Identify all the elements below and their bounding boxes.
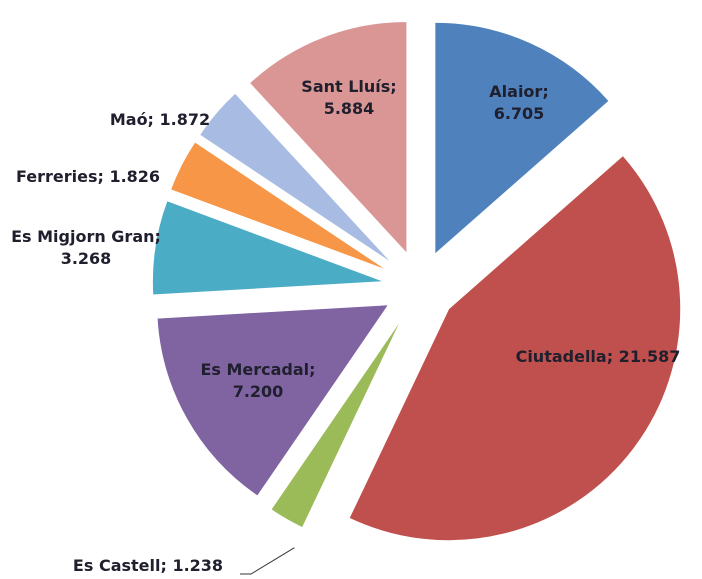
label-wrap: Es Migjorn Gran; 3.268 (11, 208, 161, 288)
label-wrap: Ferreries; 1.826 (0, 137, 183, 217)
data-label: Ferreries; 1.826 (15, 167, 161, 187)
label-box: Sant Lluís; 5.884 (289, 58, 409, 138)
pie-slice (156, 304, 390, 497)
data-label: Alaior; 6.705 (489, 82, 549, 123)
label-wrap: Sant Lluís; 5.884 (289, 58, 409, 138)
label-wrap: Es Castell; 1.238 (53, 526, 243, 579)
label-box: Ferreries; 1.826 (0, 137, 183, 217)
label-box: Es Mercadal; 7.200 (183, 341, 333, 421)
pie-slice (198, 92, 393, 265)
label-wrap: Es Mercadal; 7.200 (183, 341, 333, 421)
label-box: Alaior; 6.705 (464, 63, 574, 143)
data-label: Sant Lluís; 5.884 (301, 77, 397, 118)
data-label: Es Mercadal; 7.200 (200, 360, 316, 401)
data-label: Es Castell; 1.238 (72, 556, 224, 576)
pie-slice (270, 317, 403, 529)
pie-slice (169, 141, 389, 272)
data-label: Maó; 1.872 (109, 110, 211, 130)
label-box: Maó; 1.872 (80, 80, 240, 160)
pie-slice (434, 21, 610, 256)
label-wrap: Alaior; 6.705 (464, 63, 574, 143)
leader-line (240, 547, 295, 575)
label-box: Es Migjorn Gran; 3.268 (11, 208, 161, 288)
data-label: Es Migjorn Gran; 3.268 (11, 227, 161, 268)
pie-slice (151, 200, 385, 296)
pie-slice (348, 154, 682, 542)
label-box: Es Castell; 1.238 (53, 526, 243, 579)
label-wrap: Ciutadella; 21.587 (498, 317, 698, 397)
pie-slice (248, 20, 408, 255)
data-label: Ciutadella; 21.587 (515, 347, 681, 367)
label-wrap: Maó; 1.872 (80, 80, 240, 160)
label-box: Ciutadella; 21.587 (498, 317, 698, 397)
